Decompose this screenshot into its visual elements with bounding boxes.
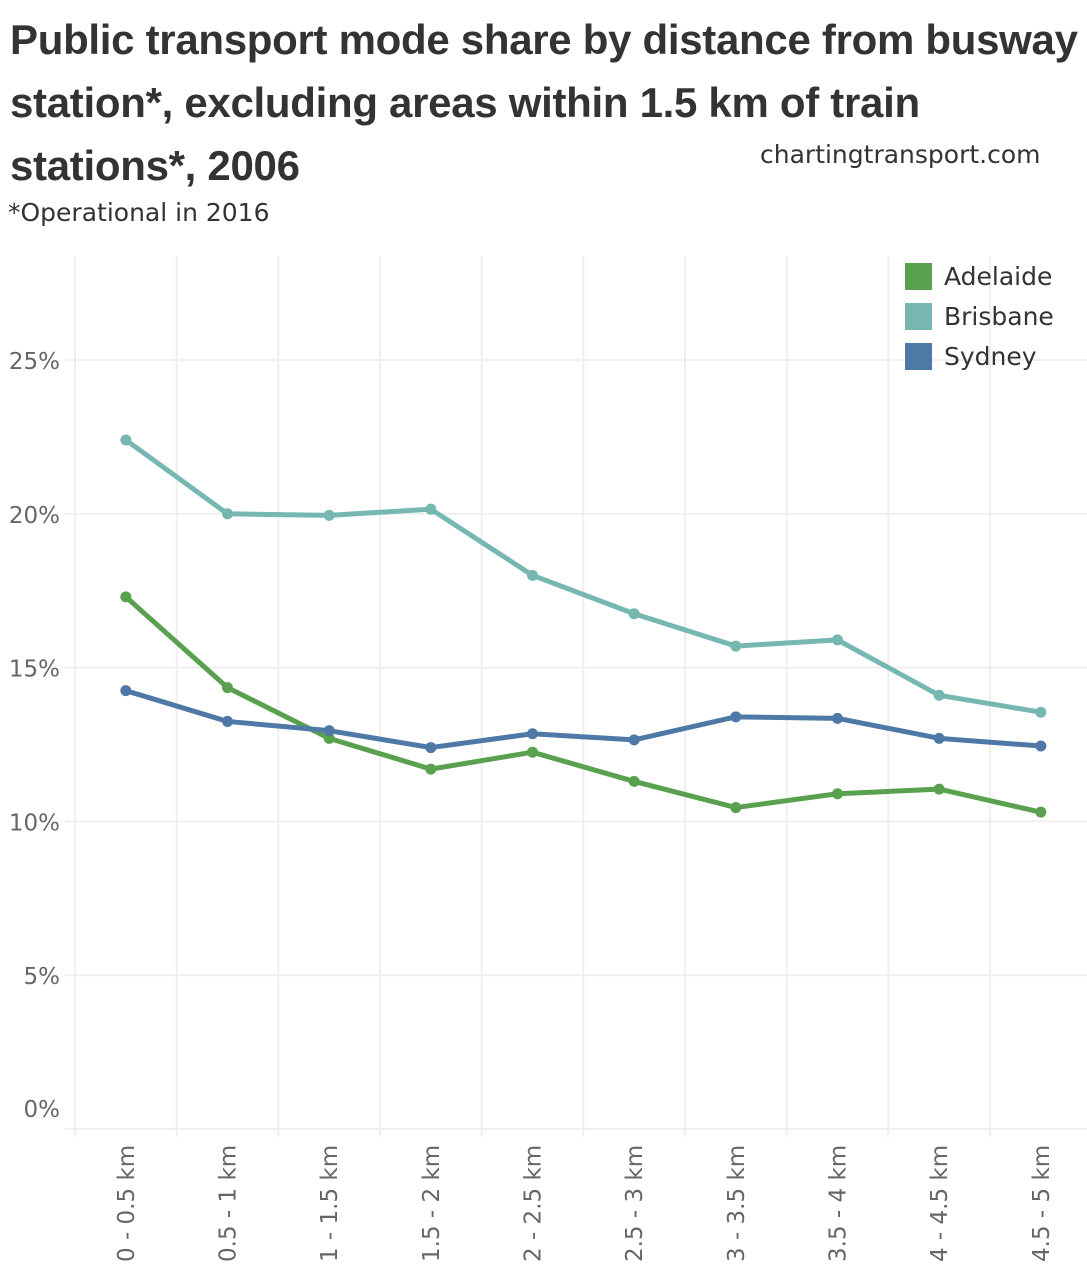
data-point-adelaide xyxy=(120,591,132,603)
data-point-sydney xyxy=(1035,740,1047,752)
data-point-brisbane xyxy=(425,503,437,515)
y-axis: 0% 5% 10% 15% 20% 25% xyxy=(9,349,60,1123)
data-point-adelaide xyxy=(628,775,640,787)
chart-title: Public transport mode share by distance … xyxy=(10,16,1078,189)
legend-swatch-sydney xyxy=(905,342,932,370)
data-point-sydney xyxy=(628,734,640,746)
series-line-brisbane xyxy=(123,437,1044,715)
x-tick-label: 1.5 - 2 km xyxy=(419,1145,445,1262)
data-point-brisbane xyxy=(222,508,233,520)
y-tick-label: 20% xyxy=(9,503,60,529)
data-point-brisbane xyxy=(628,608,640,620)
legend-label: Adelaide xyxy=(944,261,1053,291)
chart-subtitle: *Operational in 2016 xyxy=(8,198,270,227)
x-tick-label: 4 - 4.5 km xyxy=(927,1145,953,1262)
x-axis: 0 - 0.5 km 0.5 - 1 km 1 - 1.5 km 1.5 - 2 km… xyxy=(65,1128,1087,1262)
series-line-adelaide xyxy=(123,594,1044,815)
x-tick-label: 3 - 3.5 km xyxy=(724,1145,750,1262)
data-point-adelaide xyxy=(527,746,538,758)
x-tick-label: 1 - 1.5 km xyxy=(317,1145,343,1262)
data-point-sydney xyxy=(730,711,742,723)
series-line-sydney xyxy=(123,688,1044,751)
data-point-adelaide xyxy=(425,763,437,775)
y-tick-label: 15% xyxy=(9,657,60,683)
series-lines xyxy=(120,434,1047,818)
data-point-sydney xyxy=(222,715,233,727)
data-point-adelaide xyxy=(933,783,945,795)
data-point-brisbane xyxy=(933,689,945,701)
data-point-brisbane xyxy=(120,434,132,446)
legend-label: Brisbane xyxy=(944,301,1054,331)
data-point-brisbane xyxy=(730,640,742,652)
data-point-sydney xyxy=(527,728,538,740)
y-tick-label: 10% xyxy=(9,810,60,836)
data-point-sydney xyxy=(323,725,335,737)
data-point-sydney xyxy=(425,742,437,754)
data-point-brisbane xyxy=(832,634,843,646)
x-tick-label: 3.5 - 4 km xyxy=(826,1145,852,1262)
legend-swatch-adelaide xyxy=(905,262,932,290)
x-tick-label: 4.5 - 5 km xyxy=(1029,1145,1055,1262)
data-point-adelaide xyxy=(1035,806,1047,818)
legend: Adelaide Brisbane Sydney xyxy=(905,256,1054,376)
data-point-adelaide xyxy=(323,732,335,744)
legend-item-brisbane[interactable]: Brisbane xyxy=(905,296,1054,336)
data-point-sydney xyxy=(832,712,843,724)
x-tick-label: 0 - 0.5 km xyxy=(114,1145,140,1262)
source-credit: chartingtransport.com xyxy=(760,140,1041,169)
data-point-adelaide xyxy=(222,682,233,694)
data-point-adelaide xyxy=(730,802,742,814)
x-tick-label: 2 - 2.5 km xyxy=(521,1145,547,1262)
data-point-sydney xyxy=(120,685,132,697)
legend-label: Sydney xyxy=(944,341,1037,371)
data-point-brisbane xyxy=(323,509,335,521)
data-point-brisbane xyxy=(527,569,538,581)
legend-item-sydney[interactable]: Sydney xyxy=(905,336,1054,376)
x-tick-label: 0.5 - 1 km xyxy=(216,1145,242,1262)
data-point-sydney xyxy=(933,732,945,744)
y-tick-label: 5% xyxy=(24,964,61,990)
legend-swatch-brisbane xyxy=(905,302,932,330)
y-tick-label: 0% xyxy=(24,1097,61,1123)
y-tick-label: 25% xyxy=(9,349,60,375)
x-tick-label: 2.5 - 3 km xyxy=(622,1145,648,1262)
gridlines xyxy=(65,256,1087,1137)
data-point-brisbane xyxy=(1035,706,1047,718)
legend-item-adelaide[interactable]: Adelaide xyxy=(905,256,1054,296)
data-point-adelaide xyxy=(832,788,843,800)
